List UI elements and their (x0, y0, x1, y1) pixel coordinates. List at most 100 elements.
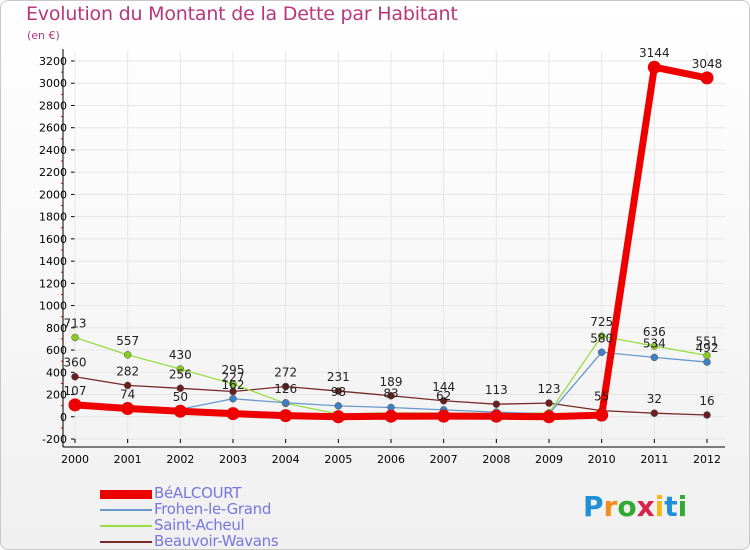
data-label: 725 (590, 315, 613, 329)
legend-item: BéALCOURT (100, 484, 360, 502)
data-label: 50 (173, 390, 188, 404)
x-tick-label: 2012 (693, 453, 721, 466)
logo-letter: P (583, 490, 604, 523)
data-label: 713 (64, 316, 87, 330)
data-point (68, 398, 82, 412)
data-point (489, 409, 503, 423)
data-point (650, 409, 659, 417)
x-tick-label: 2010 (588, 453, 616, 466)
data-point (387, 392, 395, 400)
data-label: 636 (643, 325, 666, 339)
data-point (650, 342, 659, 350)
legend-label: Beauvoir-Wavans (154, 532, 279, 550)
data-label: 98 (331, 385, 346, 399)
data-point (281, 382, 290, 391)
data-point (384, 409, 398, 423)
x-tick-label: 2002 (166, 453, 194, 466)
y-tick-label: 2800 (39, 99, 67, 112)
data-point (176, 365, 185, 373)
data-point (123, 351, 132, 359)
chart-subtitle: (en €) (27, 29, 60, 42)
data-label: 256 (169, 367, 192, 381)
legend-item: Beauvoir-Wavans (100, 532, 360, 550)
data-label: 107 (64, 384, 87, 398)
x-tick-label: 2008 (482, 453, 510, 466)
y-tick-label: 1000 (39, 300, 67, 313)
data-label: 492 (696, 341, 719, 355)
data-label: 231 (327, 370, 350, 384)
y-tick-label: 3000 (39, 77, 67, 90)
legend-swatch (100, 541, 152, 543)
data-label: 162 (222, 378, 245, 392)
x-tick-label: 2000 (61, 453, 89, 466)
data-point (229, 380, 237, 388)
x-tick-label: 2006 (377, 453, 405, 466)
y-tick-label: 1400 (39, 255, 67, 268)
y-tick-label: 2000 (39, 188, 67, 201)
logo-letter: r (603, 490, 618, 523)
y-tick-label: 200 (46, 389, 67, 402)
data-point (71, 372, 79, 381)
data-point (121, 402, 135, 416)
proxiti-logo: Proxiti (583, 490, 687, 523)
data-point (334, 387, 343, 395)
data-label: 144 (432, 380, 455, 394)
data-label: 62 (436, 389, 451, 403)
x-tick-label: 2004 (272, 453, 300, 466)
legend-swatch (100, 525, 152, 527)
data-point (334, 402, 343, 410)
x-tick-label: 2003 (219, 453, 247, 466)
data-point (229, 395, 237, 403)
legend-label: Saint-Acheul (154, 516, 245, 534)
logo-letter: o (617, 490, 637, 523)
y-tick-label: -200 (42, 433, 67, 446)
data-point (439, 397, 448, 405)
x-tick-label: 2009 (535, 453, 563, 466)
data-label: 580 (590, 331, 613, 345)
data-point (123, 381, 132, 390)
data-point (281, 399, 290, 407)
data-point (647, 60, 661, 74)
data-label: 126 (274, 382, 297, 396)
data-point (226, 407, 240, 421)
data-point (597, 348, 606, 357)
legend-item: Saint-Acheul (100, 516, 360, 534)
y-tick-label: 600 (46, 344, 67, 357)
legend-label: BéALCOURT (154, 484, 242, 502)
legend-swatch (100, 509, 152, 511)
data-label: 551 (696, 335, 719, 349)
data-point (71, 333, 79, 342)
data-point (597, 332, 606, 340)
logo-letter: t (664, 490, 678, 523)
data-point (700, 71, 714, 85)
data-label: 123 (538, 382, 561, 396)
x-tick-label: 2005 (324, 453, 352, 466)
y-tick-label: 2400 (39, 144, 67, 157)
data-label: 3144 (639, 46, 670, 60)
data-label: 113 (485, 383, 508, 397)
chart-title: Evolution du Montant de la Dette par Hab… (26, 3, 458, 25)
y-tick-label: 1200 (39, 277, 67, 290)
data-point (437, 409, 451, 423)
data-point (545, 399, 553, 407)
data-point (542, 410, 556, 424)
data-point (703, 358, 711, 366)
data-label: 282 (116, 364, 139, 378)
data-label: 83 (383, 387, 398, 401)
y-tick-label: 2600 (39, 122, 67, 135)
x-tick-label: 2011 (640, 453, 668, 466)
data-label: 32 (647, 392, 662, 406)
data-label: 189 (380, 375, 403, 389)
data-point (173, 404, 187, 418)
data-point (176, 384, 185, 393)
data-label: 55 (594, 390, 609, 404)
y-tick-label: 800 (46, 322, 67, 335)
x-tick-label: 2001 (114, 453, 142, 466)
data-point (331, 410, 345, 424)
x-tick-label: 2007 (430, 453, 458, 466)
data-label: 16 (699, 394, 714, 408)
data-point (279, 409, 293, 423)
logo-letter: i (677, 490, 688, 523)
data-label: 430 (169, 348, 192, 362)
